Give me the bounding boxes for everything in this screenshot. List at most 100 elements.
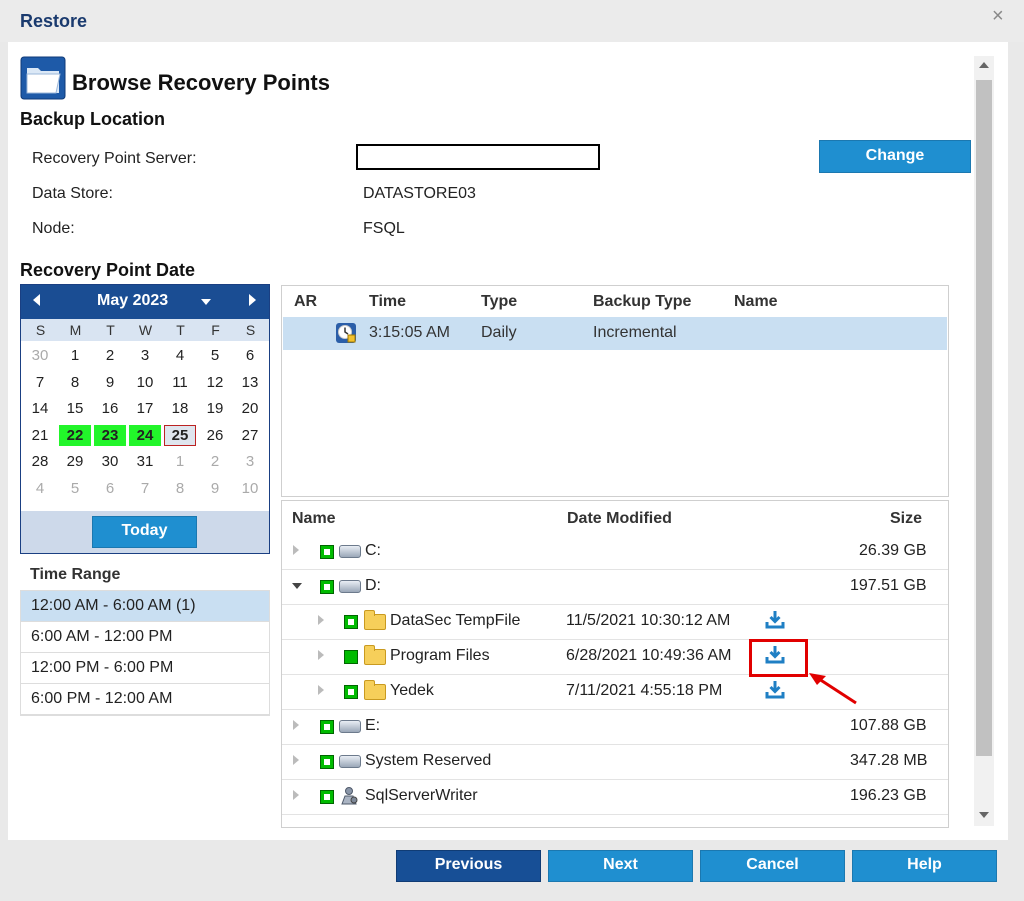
calendar-day[interactable]: 2 [105,347,115,364]
calendar-day[interactable]: 13 [241,373,259,391]
calendar-day[interactable]: 3 [140,347,150,364]
expand-arrow-icon[interactable] [293,545,299,555]
download-icon[interactable] [765,645,785,665]
time-range-item[interactable]: 12:00 AM - 6:00 AM (1) [21,591,269,622]
column-header-date-modified[interactable]: Date Modified [567,510,672,527]
calendar-day[interactable]: 2 [210,453,220,470]
prev-month-icon[interactable] [33,294,40,306]
checkbox-partial[interactable] [344,685,358,699]
tree-item-name: C: [365,542,381,559]
today-button[interactable]: Today [92,516,197,548]
tree-row-folder[interactable]: Yedek 7/11/2021 4:55:18 PM [282,674,948,710]
column-header-name[interactable]: Name [292,510,336,527]
checkbox-partial[interactable] [320,580,334,594]
calendar-day[interactable]: 8 [175,479,185,497]
expand-arrow-icon[interactable] [318,615,324,625]
calendar-day[interactable]: 14 [31,400,49,417]
calendar-day[interactable]: 3 [245,453,255,470]
previous-button[interactable]: Previous [396,850,541,882]
expand-arrow-icon[interactable] [293,720,299,730]
calendar-day[interactable]: 27 [241,426,259,444]
next-button[interactable]: Next [548,850,693,882]
calendar-day[interactable]: 30 [31,347,49,364]
calendar-day[interactable]: 30 [101,453,119,470]
column-header-backup-type[interactable]: Backup Type [593,293,692,310]
calendar-day[interactable]: 4 [35,479,45,497]
calendar-day[interactable]: 10 [241,479,259,497]
calendar-day[interactable]: 19 [206,400,224,417]
tree-row-drive[interactable]: C: 26.39 GB [282,534,948,570]
calendar-day[interactable]: 7 [140,479,150,497]
checkbox-partial[interactable] [344,615,358,629]
checkbox-partial[interactable] [320,790,334,804]
download-icon[interactable] [765,610,785,630]
column-header-time[interactable]: Time [369,293,407,310]
collapse-arrow-icon[interactable] [292,583,302,589]
close-icon[interactable]: × [992,5,1004,27]
tree-row-folder[interactable]: Program Files 6/28/2021 10:49:36 AM [282,639,948,675]
expand-arrow-icon[interactable] [293,755,299,765]
calendar-day[interactable]: 16 [101,400,119,417]
calendar-day[interactable]: 1 [70,347,80,364]
column-header-size[interactable]: Size [890,510,923,527]
column-header-name[interactable]: Name [734,293,778,310]
column-header-type[interactable]: Type [481,293,518,310]
calendar-day[interactable]: 20 [241,400,259,417]
expand-arrow-icon[interactable] [318,685,324,695]
calendar-day[interactable]: 9 [210,479,220,497]
calendar-day[interactable]: 21 [31,426,49,444]
checkbox-partial[interactable] [320,720,334,734]
time-range-item[interactable]: 12:00 PM - 6:00 PM [21,653,269,684]
scroll-up-icon[interactable] [979,62,989,68]
calendar-day[interactable]: 26 [206,426,224,444]
calendar-day[interactable]: 1 [175,453,185,470]
change-button[interactable]: Change [819,140,971,173]
calendar-day[interactable]: 8 [70,373,80,391]
cancel-button[interactable]: Cancel [700,850,845,882]
next-month-icon[interactable] [249,294,256,306]
calendar-day[interactable]: 29 [66,453,84,470]
download-icon[interactable] [765,680,785,700]
column-header-ar[interactable]: AR [294,293,318,310]
time-range-item[interactable]: 6:00 AM - 12:00 PM [21,622,269,653]
checkbox-partial[interactable] [320,545,334,559]
expand-arrow-icon[interactable] [293,790,299,800]
tree-row-drive[interactable]: D: 197.51 GB [282,569,948,605]
tree-row-writer[interactable]: SqlServerWriter 196.23 GB [282,779,948,815]
tree-row-drive[interactable]: System Reserved 347.28 MB [282,744,948,780]
tree-item-name: E: [365,717,381,734]
calendar-day[interactable]: 11 [172,373,188,391]
calendar-day[interactable]: 12 [206,373,224,391]
scheduled-backup-icon [336,323,356,343]
calendar-day[interactable]: 5 [70,479,80,497]
scrollbar-thumb[interactable] [976,80,992,756]
tree-row-drive[interactable]: E: 107.88 GB [282,709,948,745]
calendar-day[interactable]: 18 [171,400,189,417]
calendar-day[interactable]: 24 [129,424,161,446]
vertical-scrollbar[interactable] [974,56,994,826]
calendar-day[interactable]: 10 [136,373,154,391]
calendar-day[interactable]: 22 [59,424,91,446]
expand-arrow-icon[interactable] [318,650,324,660]
calendar-day[interactable]: 31 [136,453,154,470]
tree-row-folder[interactable]: DataSec TempFile 11/5/2021 10:30:12 AM [282,604,948,640]
time-range-item[interactable]: 6:00 PM - 12:00 AM [21,684,269,715]
scroll-down-icon[interactable] [979,812,989,818]
month-dropdown-icon[interactable] [201,299,211,305]
calendar-day[interactable]: 5 [210,347,220,364]
help-button[interactable]: Help [852,850,997,882]
recovery-point-row[interactable]: 3:15:05 AM Daily Incremental [283,317,947,350]
calendar-day[interactable]: 7 [35,373,45,391]
calendar-day[interactable]: 9 [105,373,115,391]
calendar-day[interactable]: 15 [66,400,84,417]
calendar-day[interactable]: 6 [245,347,255,364]
calendar-day[interactable]: 6 [105,479,115,497]
checkbox-checked[interactable] [344,650,358,664]
checkbox-partial[interactable] [320,755,334,769]
calendar-day[interactable]: 25 [164,424,196,446]
calendar-day[interactable]: 4 [175,347,185,364]
calendar-month[interactable]: May 2023 [97,292,169,309]
calendar-day[interactable]: 23 [94,424,126,446]
calendar-day[interactable]: 28 [31,453,49,470]
calendar-day[interactable]: 17 [136,400,154,417]
